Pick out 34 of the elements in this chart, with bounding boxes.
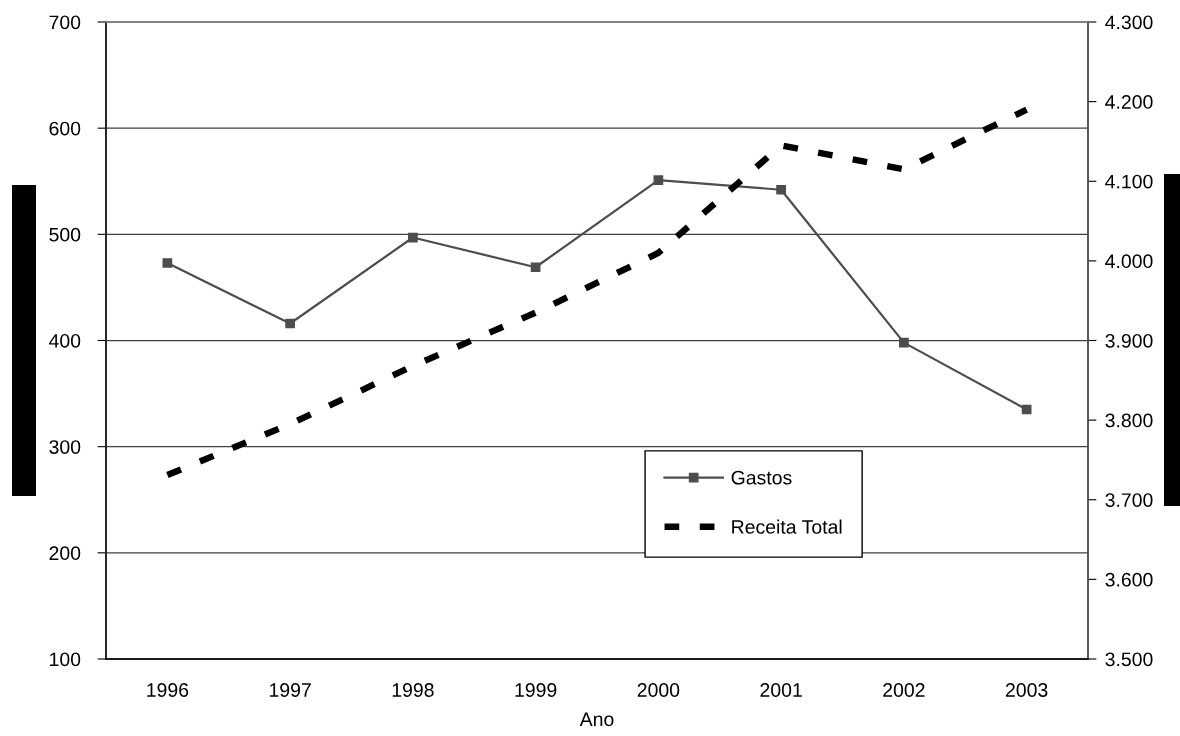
x-tick-label: 1998 (392, 683, 434, 697)
y2-tick-label: 4.300 (1105, 15, 1153, 30)
x-tick-label: 2000 (637, 683, 680, 697)
point (408, 232, 418, 243)
x-tick-label: 1996 (147, 683, 189, 697)
y2-tick-label: 3.500 (1105, 652, 1153, 667)
x-tick-label: 2002 (883, 683, 925, 697)
y2-tick-label: 3.800 (1105, 413, 1153, 428)
point (899, 337, 909, 348)
point (162, 258, 173, 268)
y-tick-label: 500 (49, 227, 81, 242)
point (776, 184, 786, 195)
legend-label: Gastos (731, 470, 792, 485)
y2-tick-label: 3.700 (1105, 493, 1153, 507)
y2-tick-label: 4.000 (1105, 254, 1153, 269)
x-tick-label: 2003 (1005, 683, 1048, 697)
point (530, 262, 541, 273)
x-tick-label: 2001 (760, 683, 802, 697)
y2-tick-label: 3.600 (1105, 572, 1153, 587)
y2-tick-label: 4.100 (1105, 174, 1153, 189)
x-tick-label: 1997 (269, 683, 311, 697)
y-tick-label: 200 (49, 546, 81, 561)
x-axis-title: Ano (579, 712, 614, 727)
y-tick-label: 600 (49, 121, 81, 136)
x-tick-label: 1999 (515, 683, 557, 697)
point (653, 175, 664, 186)
y2-tick-label: 4.200 (1105, 95, 1153, 109)
y2-tick-label: 3.900 (1105, 333, 1153, 348)
y-tick-label: 100 (50, 652, 81, 667)
legend-label: Receita Total (732, 519, 842, 534)
point (285, 318, 295, 329)
y-tick-label: 300 (49, 440, 81, 454)
y-tick-label: 700 (49, 15, 81, 30)
y-tick-label: 400 (49, 333, 81, 348)
